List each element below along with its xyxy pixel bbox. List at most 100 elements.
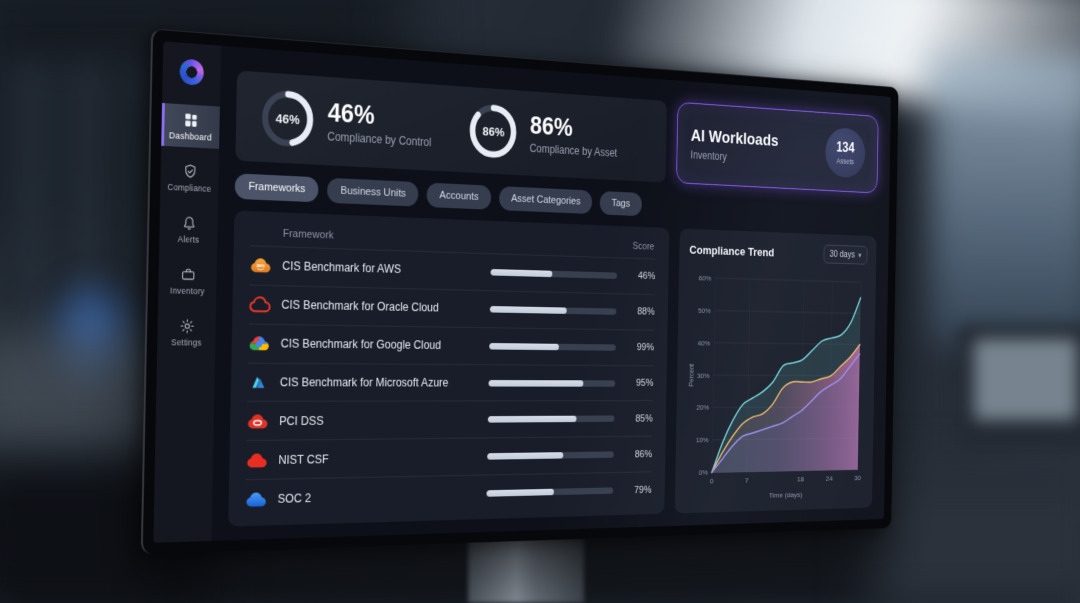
soc2-cloud-icon <box>245 490 267 508</box>
filter-tab-frameworks[interactable]: Frameworks <box>234 173 319 203</box>
sidebar-item-compliance[interactable]: Compliance <box>160 155 219 200</box>
table-row[interactable]: PCI DSS 85% <box>246 400 654 441</box>
assets-count: 134 <box>836 139 855 156</box>
metric-label: Compliance by Asset <box>529 141 618 160</box>
score-bar <box>489 342 617 351</box>
svg-text:Percent: Percent <box>688 363 696 387</box>
sidebar-item-label: Alerts <box>177 234 200 245</box>
compliance-metrics-card: 46% 46% Compliance by Control <box>235 70 667 183</box>
sidebar-item-dashboard[interactable]: Dashboard <box>161 102 220 149</box>
app-logo-icon <box>179 58 205 86</box>
top-metrics-row: 46% 46% Compliance by Control <box>235 70 879 194</box>
background-server-racks <box>0 60 160 360</box>
background-desk-monitor <box>958 325 1080 450</box>
svg-text:7: 7 <box>745 476 749 484</box>
svg-text:Time (days): Time (days) <box>769 491 803 500</box>
compliance-trend-card: Compliance Trend 30 days ▾ <box>675 228 877 514</box>
framework-name: PCI DSS <box>279 414 324 428</box>
score-value: 86% <box>634 448 653 460</box>
content-row: Framework Score aws <box>228 210 877 527</box>
sidebar: Dashboard Compliance Alerts <box>153 41 222 543</box>
monitor-stand <box>468 538 584 603</box>
assets-label: Assets <box>836 156 854 166</box>
svg-text:10%: 10% <box>696 437 709 445</box>
svg-text:40%: 40% <box>698 339 711 347</box>
oracle-cloud-icon <box>249 296 271 314</box>
svg-text:0%: 0% <box>699 469 708 477</box>
gauge-compliance-by-control: 46% 46% Compliance by Control <box>259 87 432 157</box>
svg-text:24: 24 <box>826 474 833 482</box>
ai-workloads-card[interactable]: AI Workloads Inventory 134 Assets <box>675 101 879 194</box>
metric-value: 86% <box>529 111 573 142</box>
score-bar <box>486 487 614 497</box>
framework-table-card: Framework Score aws <box>228 210 670 527</box>
filter-tab-business-units[interactable]: Business Units <box>327 177 419 207</box>
framework-name: SOC 2 <box>277 490 312 506</box>
time-range-dropdown[interactable]: 30 days ▾ <box>823 244 868 265</box>
gauge-compliance-by-asset: 86% 86% Compliance by Asset <box>468 101 618 167</box>
filter-tab-tags[interactable]: Tags <box>599 190 642 217</box>
assets-count-badge: 134 Assets <box>824 126 866 179</box>
sidebar-item-alerts[interactable]: Alerts <box>159 207 218 252</box>
score-value: 46% <box>637 270 656 283</box>
google-cloud-icon <box>248 334 270 352</box>
score-value: 79% <box>634 484 652 496</box>
azure-icon <box>247 373 269 391</box>
score-bar <box>490 305 617 315</box>
gauge-value: 86% <box>482 123 505 139</box>
svg-text:20%: 20% <box>697 404 710 412</box>
framework-name: CIS Benchmark for AWS <box>282 259 402 277</box>
framework-name: CIS Benchmark for Google Cloud <box>280 336 442 352</box>
table-row[interactable]: NIST CSF 86% <box>245 435 653 480</box>
svg-text:60%: 60% <box>699 274 712 282</box>
framework-name: CIS Benchmark for Oracle Cloud <box>281 298 439 315</box>
background-window <box>930 55 1080 345</box>
table-row[interactable]: CIS Benchmark for Microsoft Azure 95% <box>247 362 654 402</box>
ai-card-title: AI Workloads <box>690 126 779 150</box>
score-value: 85% <box>635 413 653 425</box>
background-blue-glow <box>38 268 148 398</box>
score-bar <box>488 415 615 423</box>
sidebar-item-label: Inventory <box>170 285 205 297</box>
filter-tab-asset-categories[interactable]: Asset Categories <box>498 186 593 215</box>
sidebar-item-label: Settings <box>171 337 202 348</box>
framework-name: CIS Benchmark for Microsoft Azure <box>279 375 449 390</box>
aws-cloud-icon: aws <box>250 257 272 275</box>
svg-text:18: 18 <box>797 474 804 482</box>
main-content: 46% 46% Compliance by Control <box>211 46 891 541</box>
pci-cloud-icon <box>247 412 269 430</box>
sidebar-item-label: Compliance <box>167 181 212 194</box>
metric-label: Compliance by Control <box>327 129 432 149</box>
framework-name: NIST CSF <box>278 452 329 467</box>
donut-gauge: 46% <box>259 87 316 150</box>
score-bar <box>488 379 616 387</box>
chevron-down-icon: ▾ <box>858 250 862 259</box>
grid-icon <box>184 113 197 127</box>
gear-icon <box>179 318 195 335</box>
donut-gauge: 86% <box>468 101 519 161</box>
score-value: 95% <box>635 377 654 389</box>
score-value: 99% <box>636 342 655 354</box>
table-row[interactable]: SOC 2 79% <box>244 471 652 519</box>
score-bar <box>487 451 615 460</box>
svg-text:30: 30 <box>854 473 861 481</box>
nist-cloud-icon <box>246 451 268 469</box>
table-row[interactable]: aws CIS Benchmark for AWS 46% <box>249 245 656 295</box>
shield-check-icon <box>182 163 198 181</box>
background-bottom-right <box>870 468 1080 603</box>
metric-value: 46% <box>327 98 375 130</box>
table-row[interactable]: CIS Benchmark for Google Cloud 99% <box>247 323 655 366</box>
filter-tab-accounts[interactable]: Accounts <box>426 182 492 210</box>
gauge-value: 46% <box>275 110 300 127</box>
time-range-value: 30 days <box>829 248 855 261</box>
sidebar-item-settings[interactable]: Settings <box>157 310 216 353</box>
score-bar <box>490 268 618 279</box>
briefcase-icon <box>180 266 196 283</box>
svg-text:0: 0 <box>710 476 714 485</box>
svg-text:30%: 30% <box>697 372 710 380</box>
dashboard-screen: Dashboard Compliance Alerts <box>153 41 891 543</box>
sidebar-item-inventory[interactable]: Inventory <box>158 258 217 302</box>
monitor: Dashboard Compliance Alerts <box>140 28 899 555</box>
svg-text:aws: aws <box>256 265 265 270</box>
